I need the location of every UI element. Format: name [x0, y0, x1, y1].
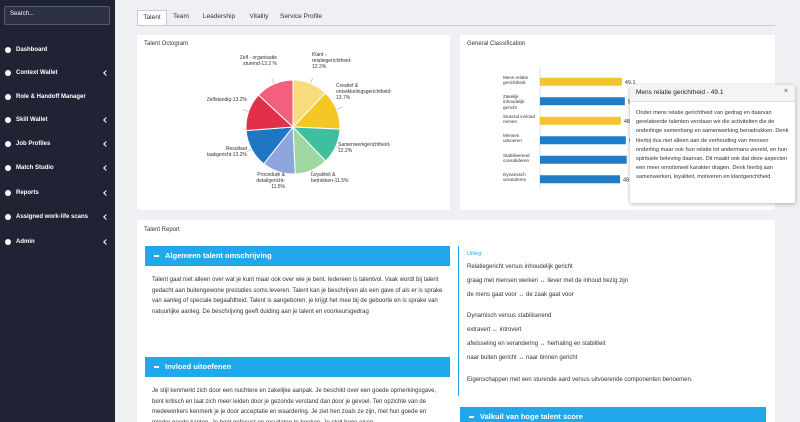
slice-label: Klant - relatiegerichtheid-12.2%	[312, 52, 352, 70]
tab[interactable]: Service Profile	[280, 13, 322, 20]
bar	[540, 155, 627, 164]
tooltip-body: Onder mens relatie gerichtheid van gedra…	[636, 110, 789, 181]
slice-label: Procedure & detailgericht-11.5%	[256, 172, 285, 190]
tab[interactable]: Leadership	[202, 13, 236, 20]
section-text: Je stijl kenmerkt zich door een nuchtere…	[152, 388, 437, 422]
nav-label: Role & Handoff Manager	[16, 94, 86, 100]
nav-item[interactable]: Job Profiles	[4, 137, 112, 151]
explanation-line: extravert ↔ introvert	[467, 327, 522, 333]
bar	[540, 77, 622, 86]
tab-line	[137, 25, 775, 26]
pie-slice	[257, 79, 294, 129]
collapse-icon	[154, 255, 159, 257]
nav-label: Skill Wallet	[16, 117, 48, 123]
category-label: Zakelijk inhoudelijk gericht	[503, 94, 525, 110]
leader-line	[276, 171, 279, 178]
explanation-line: afwisseling en verandering ↔ herhaling e…	[467, 341, 606, 347]
category-label: Mensen uitvoeren	[503, 133, 522, 144]
slice-label: Resultaat taakgericht-13.2%	[206, 146, 247, 158]
tab[interactable]: Talent	[137, 10, 167, 25]
slice-label: Zelfstandig-13.2%	[206, 97, 247, 103]
nav-label: Admin	[16, 239, 35, 245]
nav-icon	[5, 117, 11, 123]
nav-icon	[5, 165, 11, 171]
nav-item[interactable]: Dashboard	[4, 43, 112, 57]
value-label: 48	[623, 177, 629, 183]
nav-label: Job Profiles	[16, 141, 51, 147]
bar	[540, 136, 626, 145]
explanation-line: de mens gaat voor ↔ de zaak gaat voor	[467, 292, 574, 298]
category-label: Sturend invloed nemen	[503, 113, 535, 124]
tab[interactable]: Vitality	[249, 13, 269, 20]
divider	[458, 246, 459, 396]
nav-icon	[5, 214, 11, 220]
nav-label: Reports	[16, 190, 39, 196]
nav-label: Dashboard	[16, 47, 48, 53]
value-label: 49.1	[625, 80, 636, 86]
nav-icon	[5, 141, 11, 147]
category-label: Stabiliserend consolideren	[503, 152, 530, 163]
nav-icon	[5, 94, 11, 100]
leader-line	[311, 170, 315, 176]
leader-line	[246, 148, 252, 153]
explanation-heading: Uitleg:	[467, 251, 483, 257]
nav-item[interactable]: Context Wallet	[4, 66, 112, 80]
bar	[540, 116, 621, 125]
nav-label: Context Wallet	[16, 70, 58, 76]
nav-icon	[5, 47, 11, 53]
bar	[540, 97, 625, 106]
card-title: General Classification	[467, 41, 526, 47]
explanation-line: naar buiten gericht ↔ naar binnen gerich…	[467, 355, 578, 361]
card-title: Talent Octogram	[144, 41, 189, 47]
leader-line	[336, 107, 343, 110]
slice-label: Creatief & ontwikkelingsgerichtheid-13.7…	[336, 83, 392, 101]
section-header[interactable]: Algemeen talent omschrijving	[145, 246, 450, 266]
nav-item[interactable]: Admin	[4, 235, 112, 249]
section-text: Talent gaat niet alleen over wat je kunt…	[152, 277, 443, 315]
slice-label: Samenwerkgerichtheid-12.2%	[338, 142, 391, 154]
nav-item[interactable]: Reports	[4, 186, 112, 200]
nav-icon	[5, 70, 11, 76]
sidebar: Search... Dashboard Context Wallet Role & …	[0, 0, 115, 422]
explanation-line: Relatiegericht versus inhoudelijk gerich…	[467, 264, 573, 270]
section-header[interactable]: Invloed uitoefenen	[145, 357, 450, 377]
nav-item[interactable]: Skill Wallet	[4, 113, 112, 127]
search-placeholder: Search...	[10, 11, 35, 17]
slice-label: Loyaliteit & betrokken-11.5%	[311, 172, 349, 184]
tooltip-header	[630, 85, 795, 102]
category-label: Dynamisch veranderen	[503, 172, 527, 183]
tab[interactable]: Team	[173, 13, 189, 20]
nav-label: Match Studio	[16, 165, 54, 171]
bar	[540, 175, 620, 184]
nav-label: Assigned work-life scans	[16, 214, 89, 220]
leader-line	[242, 109, 249, 112]
explanation-line: Eigenschappen met een sturende aard vers…	[467, 377, 693, 383]
nav-icon	[5, 239, 11, 245]
tooltip-title: Mens relatie gerichtheid - 49.1	[636, 89, 724, 96]
leader-line	[335, 146, 342, 150]
nav-item[interactable]: Assigned work-life scans	[4, 210, 112, 224]
nav-icon	[5, 190, 11, 196]
search-box[interactable]: Search...	[4, 6, 110, 25]
section-title: Invloed uitoefenen	[165, 362, 232, 371]
explanation-line: graag met mensen werken ↔ liever met de …	[467, 278, 629, 284]
tooltip: Mens relatie gerichtheid - 49.1 × Onder …	[630, 85, 795, 203]
nav-item[interactable]: Match Studio	[4, 161, 112, 175]
collapse-icon	[154, 366, 159, 368]
explanation-line: Dynamisch versus stabiliserend	[467, 313, 552, 319]
category-label: Mens relatie gerichtheid	[503, 74, 529, 85]
leader-line	[271, 78, 275, 85]
value-label: 48.5	[624, 119, 635, 125]
section-header[interactable]: Valkuil van hoge talent score	[460, 407, 766, 422]
card-title: Talent Report	[144, 227, 180, 233]
tooltip-close[interactable]: ×	[783, 88, 788, 95]
section-title: Algemeen talent omschrijving	[165, 251, 272, 260]
section-title: Valkuil van hoge talent score	[480, 412, 583, 421]
nav-item[interactable]: Role & Handoff Manager	[4, 90, 112, 104]
collapse-icon	[469, 416, 474, 418]
slice-label: Zelf - organisatie sturend-13.2 %	[239, 55, 277, 67]
leader-line	[310, 77, 313, 84]
